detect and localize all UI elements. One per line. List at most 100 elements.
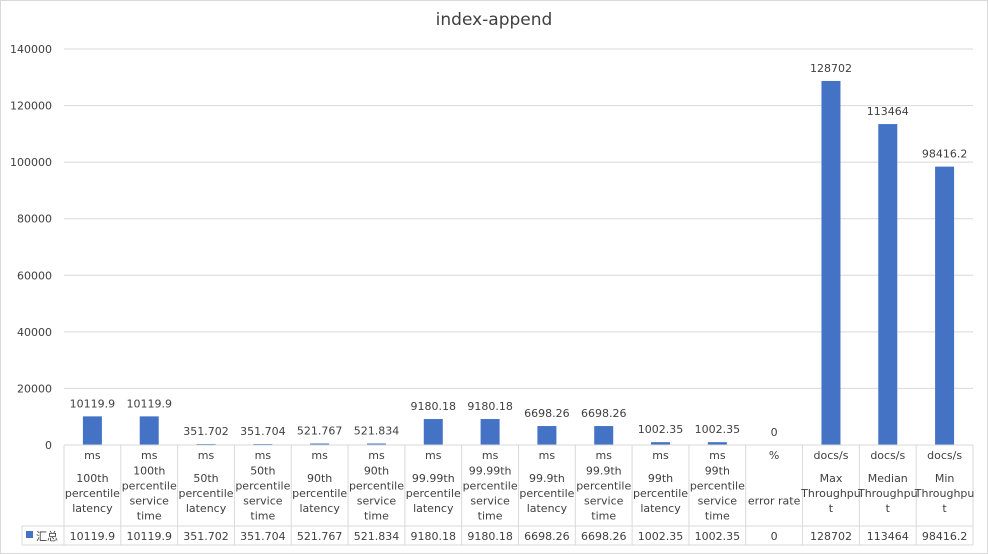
legend-label: 汇总: [36, 529, 58, 543]
category-label: service: [357, 495, 397, 508]
data-label: 113464: [867, 105, 909, 118]
data-label: 1002.35: [695, 423, 741, 436]
category-label: service: [243, 495, 283, 508]
category-label: percentile: [406, 487, 461, 500]
bar: [537, 426, 557, 445]
bar: [423, 419, 443, 445]
data-label: 521.834: [354, 425, 400, 438]
category-label: Throughpu: [800, 487, 861, 500]
category-unit-label: docs/s: [870, 449, 905, 462]
data-label: 6698.26: [524, 407, 570, 420]
category-label: latency: [72, 502, 113, 515]
data-label: 9180.18: [411, 400, 457, 413]
bar: [821, 80, 841, 445]
category-label: 50th: [193, 472, 218, 485]
category-label: percentile: [576, 480, 631, 493]
category-unit-label: docs/s: [814, 449, 849, 462]
category-unit-label: ms: [709, 449, 726, 462]
table-value: 521.767: [297, 530, 343, 543]
data-label: 98416.2: [922, 148, 968, 161]
category-label: percentile: [179, 487, 234, 500]
category-label: time: [364, 510, 389, 523]
category-label: 99.99th: [469, 465, 512, 478]
category-unit-label: ms: [255, 449, 272, 462]
category-label: t: [886, 502, 891, 515]
category-unit-label: %: [769, 449, 779, 462]
category-label: service: [698, 495, 738, 508]
category-label: percentile: [122, 480, 177, 493]
category-label: 99th: [648, 472, 673, 485]
y-tick-label: 120000: [10, 100, 52, 113]
bar: [139, 416, 159, 445]
category-label: 100th: [133, 465, 165, 478]
category-label: 99th: [705, 465, 730, 478]
table-value: 9180.18: [467, 530, 513, 543]
category-label: time: [478, 510, 503, 523]
category-label: percentile: [65, 487, 120, 500]
table-value: 113464: [867, 530, 909, 543]
y-tick-label: 60000: [17, 269, 52, 282]
category-label: error rate: [748, 495, 801, 508]
category-label: Throughpu: [914, 487, 975, 500]
category-label: latency: [527, 502, 568, 515]
bar: [82, 416, 102, 445]
table-value: 0: [771, 530, 778, 543]
category-unit-label: ms: [141, 449, 158, 462]
category-label: percentile: [349, 480, 404, 493]
category-unit-label: ms: [652, 449, 669, 462]
category-unit-label: ms: [595, 449, 612, 462]
y-tick-label: 0: [45, 439, 52, 452]
data-label: 128702: [810, 62, 852, 75]
data-label: 351.704: [240, 425, 286, 438]
category-label: 99.9th: [529, 472, 565, 485]
bar: [366, 443, 386, 445]
bar: [310, 443, 330, 445]
category-label: 90th: [307, 472, 332, 485]
category-unit-label: ms: [425, 449, 442, 462]
y-tick-label: 100000: [10, 156, 52, 169]
category-label: 99.99th: [412, 472, 455, 485]
category-label: service: [130, 495, 170, 508]
category-label: Max: [820, 472, 843, 485]
table-value: 98416.2: [922, 530, 968, 543]
table-value: 6698.26: [581, 530, 627, 543]
category-label: latency: [186, 502, 227, 515]
category-label: percentile: [633, 487, 688, 500]
category-label: 50th: [250, 465, 275, 478]
category-label: Throughpu: [857, 487, 918, 500]
category-label: percentile: [690, 480, 745, 493]
data-label: 10119.9: [70, 397, 116, 410]
category-label: latency: [299, 502, 340, 515]
category-label: service: [470, 495, 510, 508]
category-label: latency: [413, 502, 454, 515]
category-label: time: [250, 510, 275, 523]
table-value: 6698.26: [524, 530, 570, 543]
table-value: 1002.35: [695, 530, 741, 543]
category-label: percentile: [292, 487, 347, 500]
category-label: Median: [868, 472, 908, 485]
category-unit-label: ms: [198, 449, 215, 462]
data-label: 0: [771, 426, 778, 439]
chart-title: index-append: [435, 10, 553, 30]
y-tick-label: 40000: [17, 326, 52, 339]
bar: [935, 166, 955, 445]
category-unit-label: ms: [84, 449, 101, 462]
category-label: t: [829, 502, 834, 515]
data-label: 351.702: [183, 425, 229, 438]
category-label: percentile: [463, 480, 518, 493]
category-label: 99.9th: [586, 465, 622, 478]
category-unit-label: ms: [311, 449, 328, 462]
category-label: Min: [935, 472, 955, 485]
category-label: time: [137, 510, 162, 523]
table-value: 128702: [810, 530, 852, 543]
category-label: service: [584, 495, 624, 508]
table-value: 521.834: [354, 530, 400, 543]
y-tick-label: 20000: [17, 382, 52, 395]
category-label: percentile: [235, 480, 290, 493]
bar: [707, 442, 727, 445]
bar: [651, 442, 671, 445]
category-unit-label: ms: [368, 449, 385, 462]
bar: [594, 426, 614, 445]
category-label: t: [942, 502, 947, 515]
